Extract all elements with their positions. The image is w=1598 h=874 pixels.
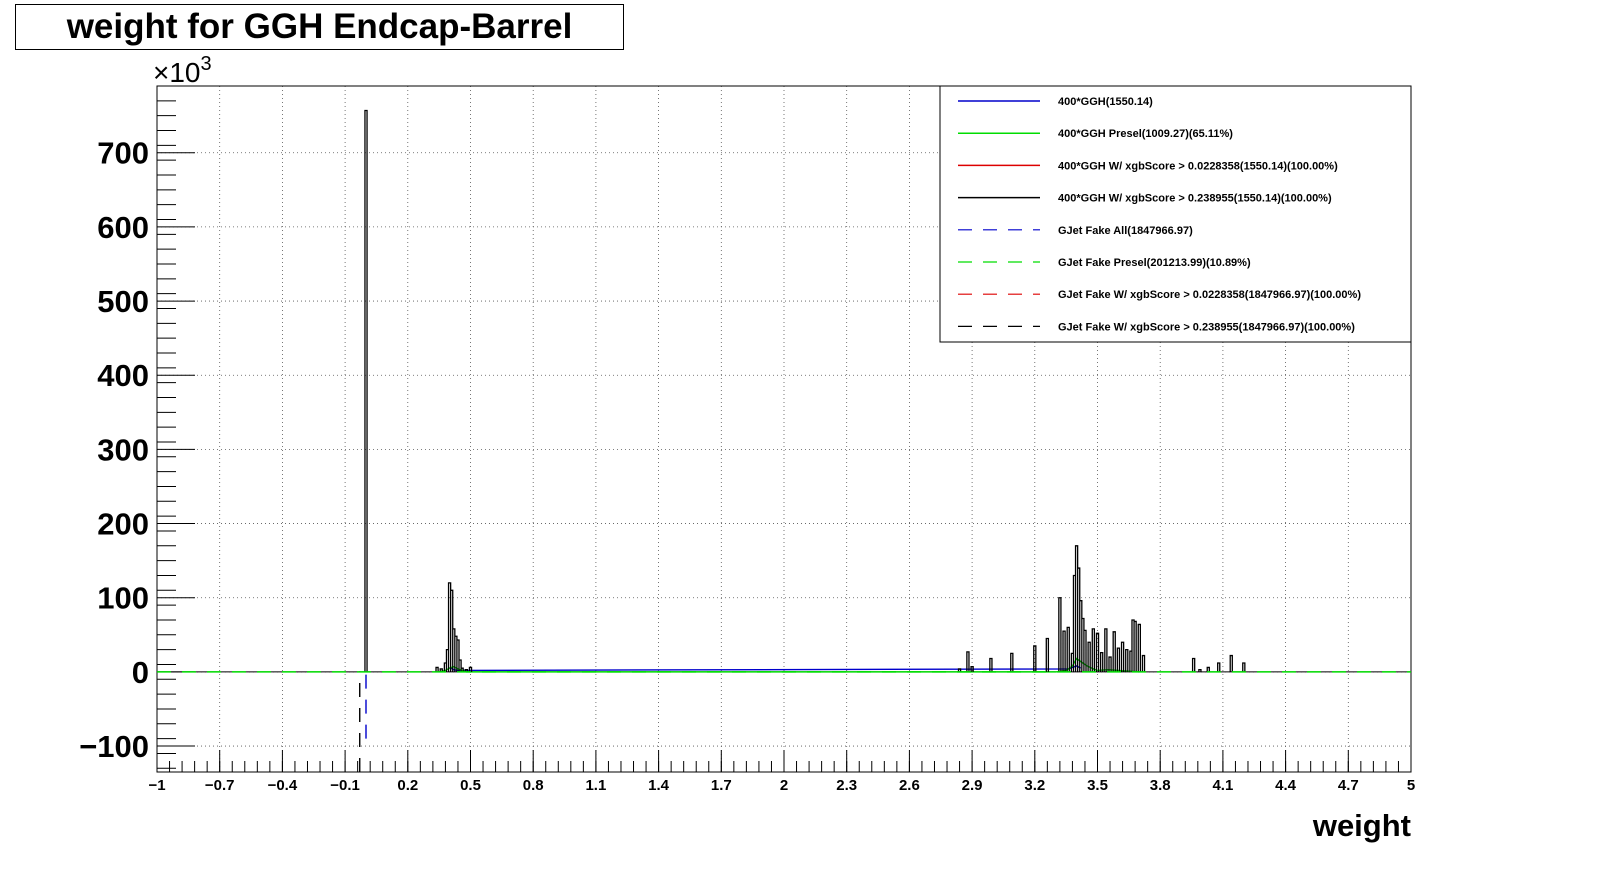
x-tick-label: 1.1 bbox=[585, 777, 606, 794]
x-tick-label: 0.5 bbox=[460, 777, 481, 794]
series-line-1 bbox=[438, 657, 1140, 673]
y-axis-multiplier: ×103 bbox=[153, 53, 212, 88]
x-tick-label: −1 bbox=[148, 777, 165, 794]
legend-label: GJet Fake Presel(201213.99)(10.89%) bbox=[1058, 257, 1251, 269]
legend-label: 400*GGH W/ xgbScore > 0.238955(1550.14)(… bbox=[1058, 193, 1332, 205]
x-tick-label: 4.4 bbox=[1275, 777, 1297, 794]
x-axis-title: weight bbox=[1312, 808, 1411, 843]
legend-label: GJet Fake W/ xgbScore > 0.0228358(184796… bbox=[1058, 289, 1361, 301]
x-tick-label: 2.9 bbox=[962, 777, 983, 794]
x-tick-label: 1.7 bbox=[711, 777, 732, 794]
y-tick-label: 700 bbox=[97, 136, 149, 171]
legend-label: GJet Fake All(1847966.97) bbox=[1058, 225, 1193, 237]
y-tick-label: 200 bbox=[97, 507, 149, 542]
legend-label: 400*GGH(1550.14) bbox=[1058, 96, 1153, 108]
x-tick-label: 0.8 bbox=[523, 777, 544, 794]
y-tick-label: −100 bbox=[79, 729, 149, 764]
x-tick-label: 4.1 bbox=[1212, 777, 1233, 794]
legend-label: 400*GGH W/ xgbScore > 0.0228358(1550.14)… bbox=[1058, 160, 1338, 172]
y-tick-label: 600 bbox=[97, 210, 149, 245]
series-layer bbox=[157, 109, 1411, 772]
x-tick-label: 0.2 bbox=[397, 777, 418, 794]
x-tick-label: 5 bbox=[1407, 777, 1415, 794]
y-tick-label: 500 bbox=[97, 284, 149, 319]
x-tick-label: 2.6 bbox=[899, 777, 920, 794]
chart-title-box: weight for GGH Endcap-Barrel bbox=[15, 4, 624, 50]
x-tick-label: 2.3 bbox=[836, 777, 857, 794]
x-tick-label: −0.4 bbox=[268, 777, 298, 794]
legend-box bbox=[939, 85, 1412, 343]
chart-title: weight for GGH Endcap-Barrel bbox=[66, 7, 573, 46]
x-tick-label: −0.7 bbox=[205, 777, 235, 794]
x-tick-label: 3.5 bbox=[1087, 777, 1108, 794]
x-tick-label: 1.4 bbox=[648, 777, 670, 794]
y-tick-label: 400 bbox=[97, 358, 149, 393]
series-line-3 bbox=[364, 109, 1246, 672]
y-tick-label: 0 bbox=[132, 655, 149, 690]
axes: −1 −0.7 −0.4 −0.1 0.2 0.5 0.8 1.1 1.4 1.7 2 2.3 2.6 2… bbox=[79, 85, 1415, 794]
x-tick-label: 2 bbox=[780, 777, 788, 794]
y-tick-label: 100 bbox=[97, 581, 149, 616]
x-tick-label: 3.8 bbox=[1150, 777, 1171, 794]
legend: 400*GGH(1550.14) 400*GGH Presel(1009.27)(… bbox=[939, 85, 1412, 343]
x-tick-label: −0.1 bbox=[330, 777, 360, 794]
x-tick-label: 3.2 bbox=[1024, 777, 1045, 794]
series-line-0 bbox=[449, 665, 1082, 672]
y-multiplier-base: ×10 bbox=[153, 57, 201, 88]
legend-label: GJet Fake W/ xgbScore > 0.238955(1847966… bbox=[1058, 321, 1355, 333]
y-multiplier-exponent: 3 bbox=[201, 53, 212, 75]
y-tick-label: 300 bbox=[97, 432, 149, 467]
x-tick-label: 4.7 bbox=[1338, 777, 1359, 794]
legend-label: 400*GGH Presel(1009.27)(65.11%) bbox=[1058, 128, 1233, 140]
